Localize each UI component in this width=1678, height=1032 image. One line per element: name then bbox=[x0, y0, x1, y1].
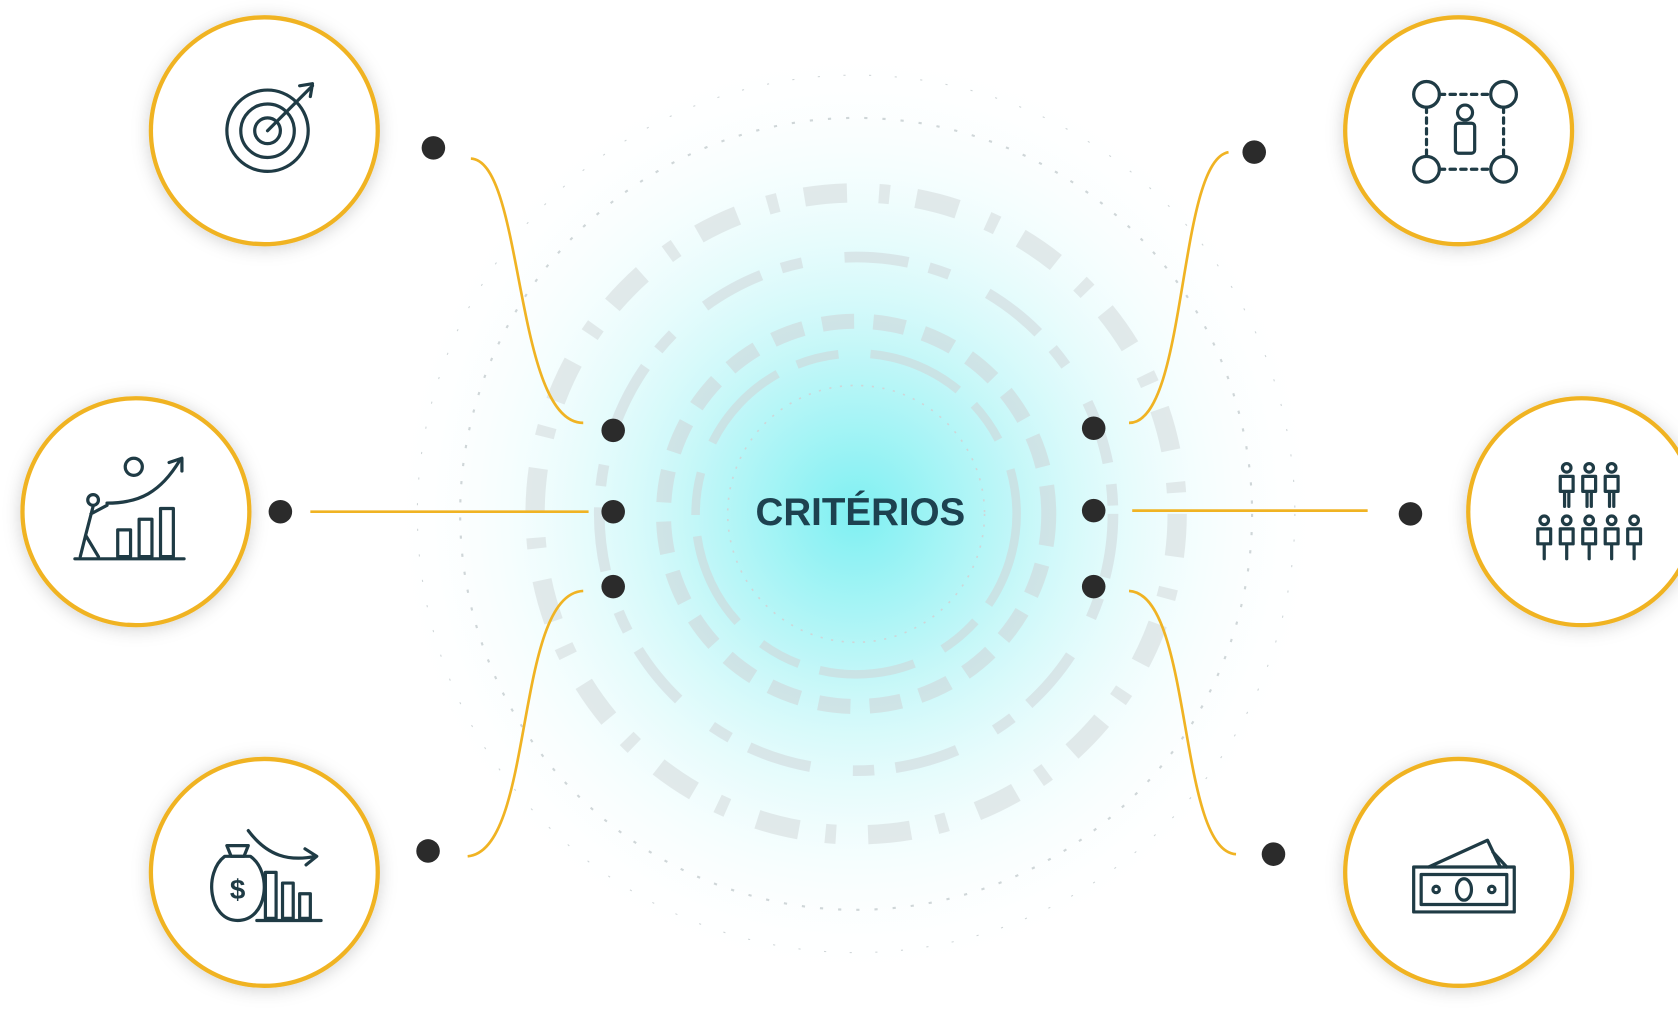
svg-text:$: $ bbox=[230, 874, 246, 905]
center-label: CRITÉRIOS bbox=[756, 490, 966, 534]
diagram: $ CRITÉRIOS bbox=[0, 0, 1678, 1032]
